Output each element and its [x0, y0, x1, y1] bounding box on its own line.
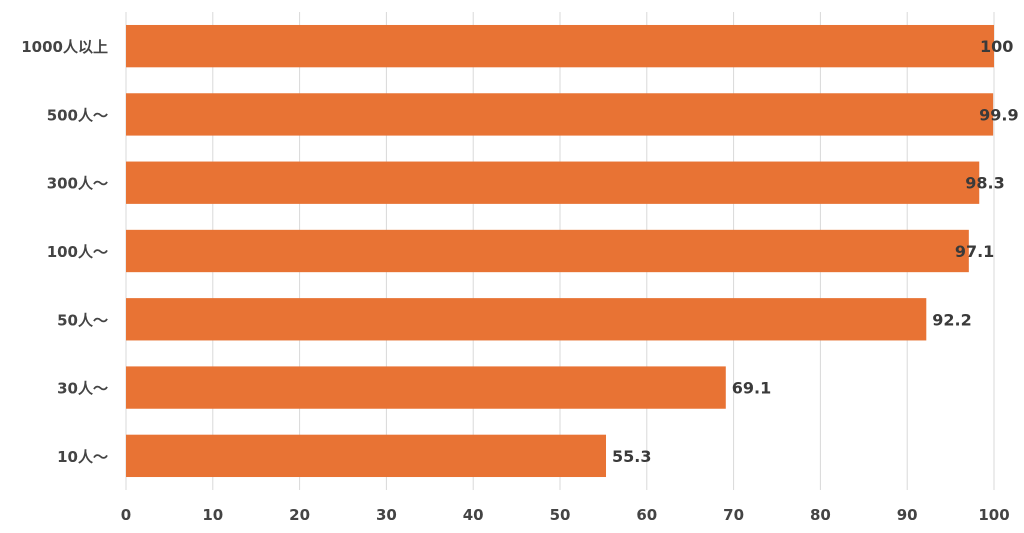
data-label-6: 55.3 [612, 447, 651, 466]
category-labels: 1000人以上 500人～ 300人～ 100人～ 50人～ 30人～ 10人～ [21, 38, 108, 466]
data-label-2: 98.3 [965, 174, 1004, 193]
data-label-5: 69.1 [732, 379, 771, 398]
x-tick-label-60: 60 [636, 506, 657, 524]
x-tick-label-50: 50 [550, 506, 571, 524]
bar-0 [126, 24, 994, 68]
x-tick-label-90: 90 [897, 506, 918, 524]
category-label-6: 10人～ [57, 448, 108, 466]
category-label-0: 1000人以上 [21, 38, 108, 56]
bar-6 [126, 434, 607, 478]
bar-5 [126, 366, 726, 409]
data-label-0: 100 [980, 37, 1013, 56]
data-label-3: 97.1 [955, 242, 994, 261]
x-tick-label-100: 100 [978, 506, 1009, 524]
data-labels: 100 99.9 98.3 97.1 92.2 69.1 55.3 [612, 37, 1019, 466]
category-label-4: 50人～ [57, 311, 108, 329]
x-tick-label-0: 0 [121, 506, 131, 524]
x-tick-labels: 0 10 20 30 40 50 60 70 80 90 100 [121, 506, 1010, 524]
x-tick-label-80: 80 [810, 506, 831, 524]
bar-3 [126, 229, 969, 273]
bar-2 [126, 161, 980, 204]
category-label-2: 300人～ [47, 175, 108, 193]
category-label-5: 30人～ [57, 380, 108, 398]
bar-1 [126, 93, 994, 136]
x-tick-label-20: 20 [289, 506, 310, 524]
data-label-1: 99.9 [979, 105, 1018, 124]
x-tick-label-10: 10 [202, 506, 223, 524]
bar-4 [126, 298, 927, 341]
x-tick-label-30: 30 [376, 506, 397, 524]
category-label-3: 100人～ [47, 243, 108, 261]
bars [126, 24, 994, 478]
category-label-1: 500人～ [47, 106, 108, 124]
x-tick-label-70: 70 [723, 506, 744, 524]
x-tick-label-40: 40 [463, 506, 484, 524]
data-label-4: 92.2 [932, 310, 971, 329]
